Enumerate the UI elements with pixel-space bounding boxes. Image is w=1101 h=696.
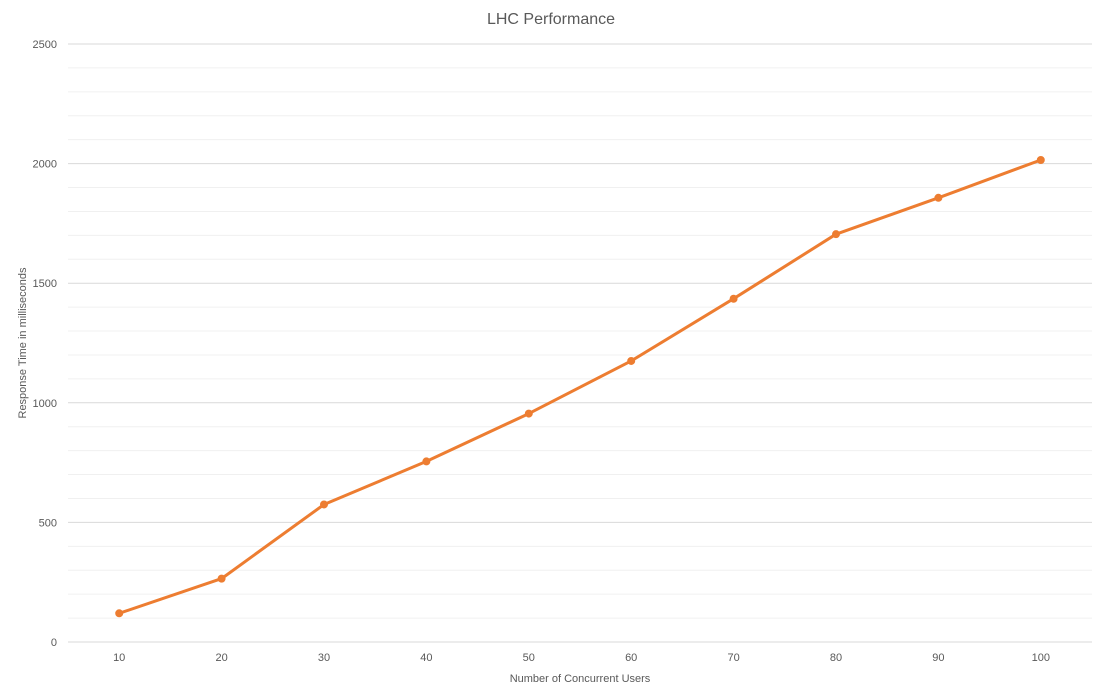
data-point [320,500,328,509]
series-line [117,158,1043,615]
x-axis-title: Number of Concurrent Users [510,673,651,685]
data-point [832,230,840,239]
major-gridlines [68,43,1092,523]
data-point [627,356,636,365]
series-layer [115,156,1045,618]
minor-gridlines [68,67,1092,619]
y-tick-label: 2500 [33,39,57,51]
y-tick-label: 500 [39,517,57,529]
data-point [422,457,431,466]
chart-title: LHC Performance [487,11,615,28]
x-tick-label: 70 [727,652,739,664]
data-point [1036,156,1045,165]
y-axis-tick-labels: 0 500 1000 1500 2000 2500 [33,39,57,649]
x-tick-label: 10 [113,652,125,664]
data-point [524,409,533,418]
data-point [729,294,738,303]
x-tick-label: 90 [932,652,944,664]
data-point [217,574,226,583]
x-axis-tick-labels: 10 20 30 40 50 60 70 80 90 100 [113,652,1050,664]
y-tick-label: 0 [51,637,57,649]
x-tick-label: 60 [625,652,637,664]
y-tick-label: 2000 [33,159,57,171]
x-tick-label: 100 [1032,652,1050,664]
x-tick-label: 30 [318,652,330,664]
x-tick-label: 20 [215,652,227,664]
y-tick-label: 1000 [33,398,57,410]
x-tick-label: 80 [830,652,842,664]
y-tick-label: 1500 [33,278,57,290]
data-point [115,609,124,618]
x-tick-label: 40 [420,652,432,664]
y-axis-title: Response Time in milliseconds [17,267,29,419]
data-point [934,193,943,202]
x-tick-label: 50 [523,652,535,664]
